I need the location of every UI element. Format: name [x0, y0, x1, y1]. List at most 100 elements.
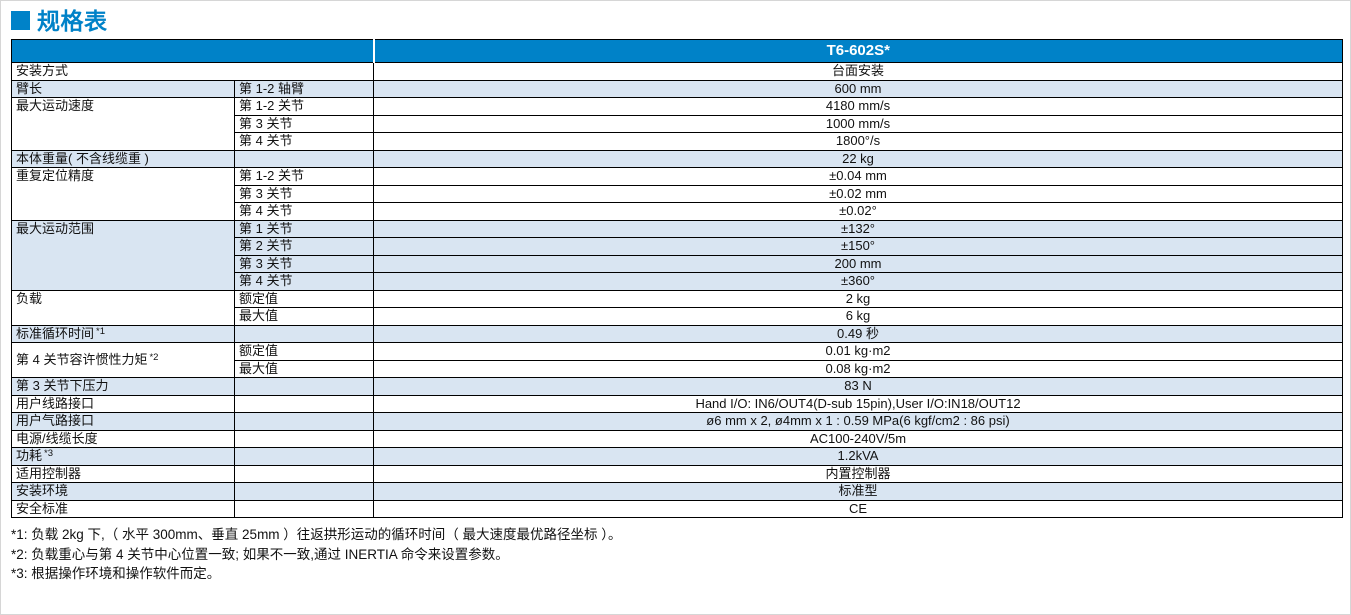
spec-sub-cell: 第 1 关节	[234, 219, 374, 238]
spec-label: 臂长	[16, 80, 43, 96]
footnote-marker: *1	[96, 325, 105, 337]
footnote-marker: *2	[149, 351, 159, 363]
spec-label-cell: 功耗 *3	[11, 447, 235, 466]
spec-row: 第 3 关节 1000 mm/s	[12, 114, 1343, 133]
spec-value-cell: 台面安装	[373, 62, 1343, 81]
spec-label-cell: 第 3 关节下压力	[11, 377, 235, 396]
footnotes: *1: 负载 2kg 下,（ 水平 300mm、垂直 25mm ）往返拱形运动的…	[11, 525, 1350, 584]
spec-row: 用户线路接口 Hand I/O: IN6/OUT4(D-sub 15pin),Us…	[11, 394, 1343, 413]
spec-row: 适用控制器 内置控制器	[11, 464, 1343, 483]
spec-value-cell: CE	[373, 499, 1343, 518]
spec-sub-cell	[234, 482, 374, 501]
spec-row: 安装方式 台面安装	[11, 62, 1343, 81]
spec-label: 用户气路接口	[16, 413, 95, 428]
spec-row: 重复定位精度 第 1-2 关节 ±0.04 mm	[11, 167, 1343, 221]
footnote-2: *2: 负载重心与第 4 关节中心位置一致; 如果不一致,通过 INERTIA …	[11, 546, 509, 562]
spec-value-cell: ±150°	[373, 237, 1343, 256]
spec-sub-cell: 额定值	[234, 342, 374, 361]
spec-value-cell: 标准型	[373, 482, 1343, 501]
spec-value-cell: ±360°	[373, 272, 1343, 291]
spec-row: 最大运动速度 第 1-2 关节 4180 mm/s	[11, 97, 1343, 151]
spec-label: 电源/线缆长度	[16, 430, 98, 446]
spec-row: 臂长 第 1-2 轴臂 600 mm	[11, 79, 1343, 98]
spec-sub-cell	[234, 394, 374, 413]
spec-sub-cell: 最大值	[234, 307, 374, 326]
spec-sub-cell: 第 1-2 关节	[234, 97, 374, 116]
spec-sub-cell	[234, 149, 374, 168]
spec-row: 安全标准 CE	[11, 499, 1343, 518]
spec-row: 最大值 0.08 kg·m2	[12, 359, 1343, 378]
spec-row: 最大运动范围 第 1 关节 ±132°	[11, 219, 1343, 291]
spec-value-cell: ±0.02°	[373, 202, 1343, 221]
spec-value-cell: ±132°	[373, 219, 1343, 238]
spec-row: 用户气路接口 ø6 mm x 2, ø4mm x 1 : 0.59 MPa(6 k…	[11, 412, 1343, 431]
spec-sub-cell: 第 2 关节	[234, 237, 374, 256]
spec-label-cell: 安装环境	[11, 482, 235, 501]
spec-table: T6-602S* 安装方式 台面安装 臂长第 1-2 轴臂 600 mm 最大运动速度第…	[11, 39, 1343, 518]
header-row: T6-602S*	[11, 39, 1343, 63]
spec-label: 标准循环时间	[16, 325, 95, 341]
spec-value-cell: 2 kg	[373, 289, 1343, 308]
spec-value-cell: 0.49 秒	[373, 324, 1343, 343]
spec-label: 适用控制器	[16, 465, 82, 481]
spec-value-cell: 1800°/s	[373, 132, 1343, 151]
spec-table-body: 安装方式 台面安装 臂长第 1-2 轴臂 600 mm 最大运动速度第 1-2 关节 41…	[11, 62, 1343, 518]
header-blank-cell	[11, 39, 374, 63]
spec-label: 第 4 关节容许惯性力矩	[16, 351, 148, 367]
spec-label-cell: 标准循环时间 *1	[11, 324, 235, 343]
spec-label-cell: 本体重量( 不含线缆重 )	[11, 149, 235, 168]
spec-label: 安装环境	[16, 483, 69, 498]
spec-label-cell: 最大运动速度	[11, 97, 235, 151]
spec-value-cell: 22 kg	[373, 149, 1343, 168]
spec-sub-cell: 第 3 关节	[234, 114, 374, 133]
footnote-3: *3: 根据操作环境和操作软件而定。	[11, 566, 221, 582]
spec-label: 重复定位精度	[16, 168, 95, 183]
spec-sub-cell: 第 4 关节	[234, 202, 374, 221]
header-model-cell: T6-602S*	[372, 39, 1343, 63]
spec-value-cell: 83 N	[373, 377, 1343, 396]
spec-value-cell: ±0.04 mm	[373, 167, 1343, 186]
spec-row: 本体重量( 不含线缆重 ) 22 kg	[11, 149, 1343, 168]
spec-value-cell: ±0.02 mm	[373, 184, 1343, 203]
spec-value-cell: 内置控制器	[373, 464, 1343, 483]
spec-label-cell: 重复定位精度	[11, 167, 235, 221]
page-title-text: 规格表	[37, 8, 108, 34]
spec-label: 最大运动速度	[16, 98, 95, 113]
title-square-icon	[11, 10, 30, 30]
spec-label: 安全标准	[16, 500, 69, 516]
spec-value-cell: ø6 mm x 2, ø4mm x 1 : 0.59 MPa(6 kgf/cm2…	[373, 412, 1343, 431]
spec-sub-cell	[234, 377, 374, 396]
spec-sub-cell: 第 1-2 轴臂	[234, 79, 374, 98]
spec-label-cell: 第 4 关节容许惯性力矩 *2	[11, 342, 235, 378]
spec-sub-cell	[234, 412, 374, 431]
spec-label-cell: 安装方式	[11, 62, 374, 81]
spec-value-cell: 0.08 kg·m2	[373, 359, 1343, 378]
spec-label-cell: 臂长	[11, 79, 235, 98]
spec-value-cell: AC100-240V/5m	[373, 429, 1343, 448]
spec-sub-cell	[234, 499, 374, 518]
spec-label-cell: 用户气路接口	[11, 412, 235, 431]
spec-sub-cell: 第 4 关节	[234, 132, 374, 151]
spec-sub-cell: 第 3 关节	[234, 184, 374, 203]
spec-sub-cell: 第 1-2 关节	[234, 167, 374, 186]
spec-sub-cell	[234, 324, 374, 343]
spec-label: 功耗	[16, 448, 43, 463]
spec-sub-cell	[234, 429, 374, 448]
spec-value-cell: Hand I/O: IN6/OUT4(D-sub 15pin),User I/O…	[373, 394, 1343, 413]
spec-row: 标准循环时间 *1 0.49 秒	[11, 324, 1343, 343]
spec-row: 安装环境 标准型	[11, 482, 1343, 501]
spec-row: 最大值 6 kg	[12, 307, 1343, 326]
spec-value-cell: 1.2kVA	[373, 447, 1343, 466]
spec-row: 电源/线缆长度 AC100-240V/5m	[11, 429, 1343, 448]
spec-label: 用户线路接口	[16, 395, 95, 411]
spec-row: 负载 额定值 2 kg	[11, 289, 1343, 326]
spec-row: 第 3 关节 ±0.02 mm	[12, 184, 1343, 203]
spec-sub-cell	[234, 464, 374, 483]
spec-label: 本体重量( 不含线缆重 )	[16, 150, 149, 166]
spec-label-cell: 用户线路接口	[11, 394, 235, 413]
spec-label-cell: 最大运动范围	[11, 219, 235, 291]
spec-label: 最大运动范围	[16, 220, 95, 236]
spec-value-cell: 1000 mm/s	[373, 114, 1343, 133]
spec-sub-cell: 最大值	[234, 359, 374, 378]
